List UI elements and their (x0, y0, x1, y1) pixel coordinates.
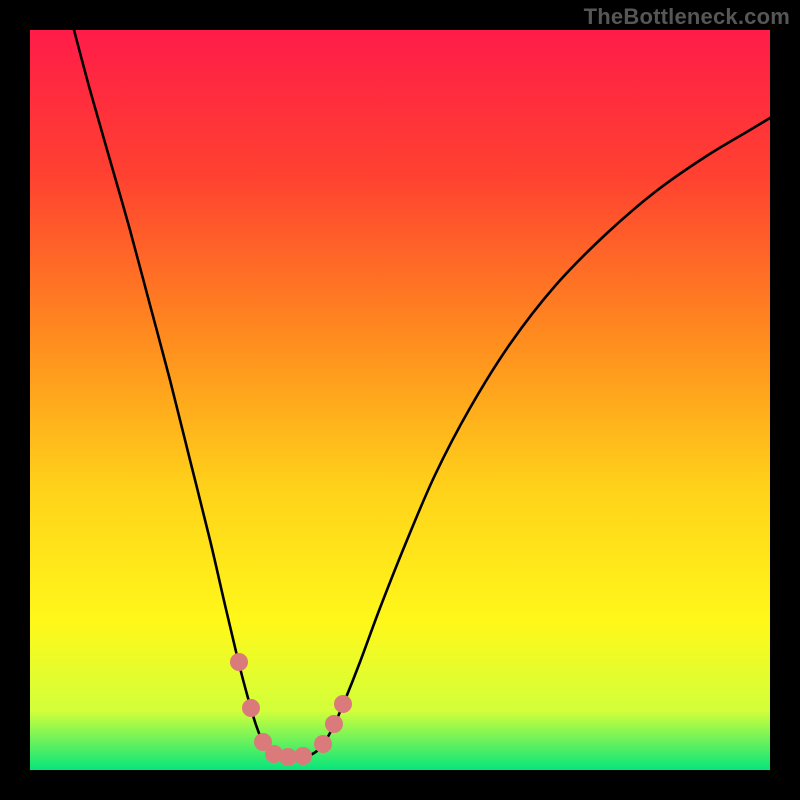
marker-dot (230, 653, 248, 671)
marker-dot (325, 715, 343, 733)
marker-dot (334, 695, 352, 713)
marker-dot (294, 747, 312, 765)
watermark-text: TheBottleneck.com (584, 4, 790, 30)
chart-frame: TheBottleneck.com (0, 0, 800, 800)
bottleneck-curve-svg (30, 30, 770, 770)
marker-dot (314, 735, 332, 753)
marker-dot (242, 699, 260, 717)
bottleneck-curve (74, 30, 770, 757)
plot-area (30, 30, 770, 770)
curve-markers (230, 653, 352, 766)
